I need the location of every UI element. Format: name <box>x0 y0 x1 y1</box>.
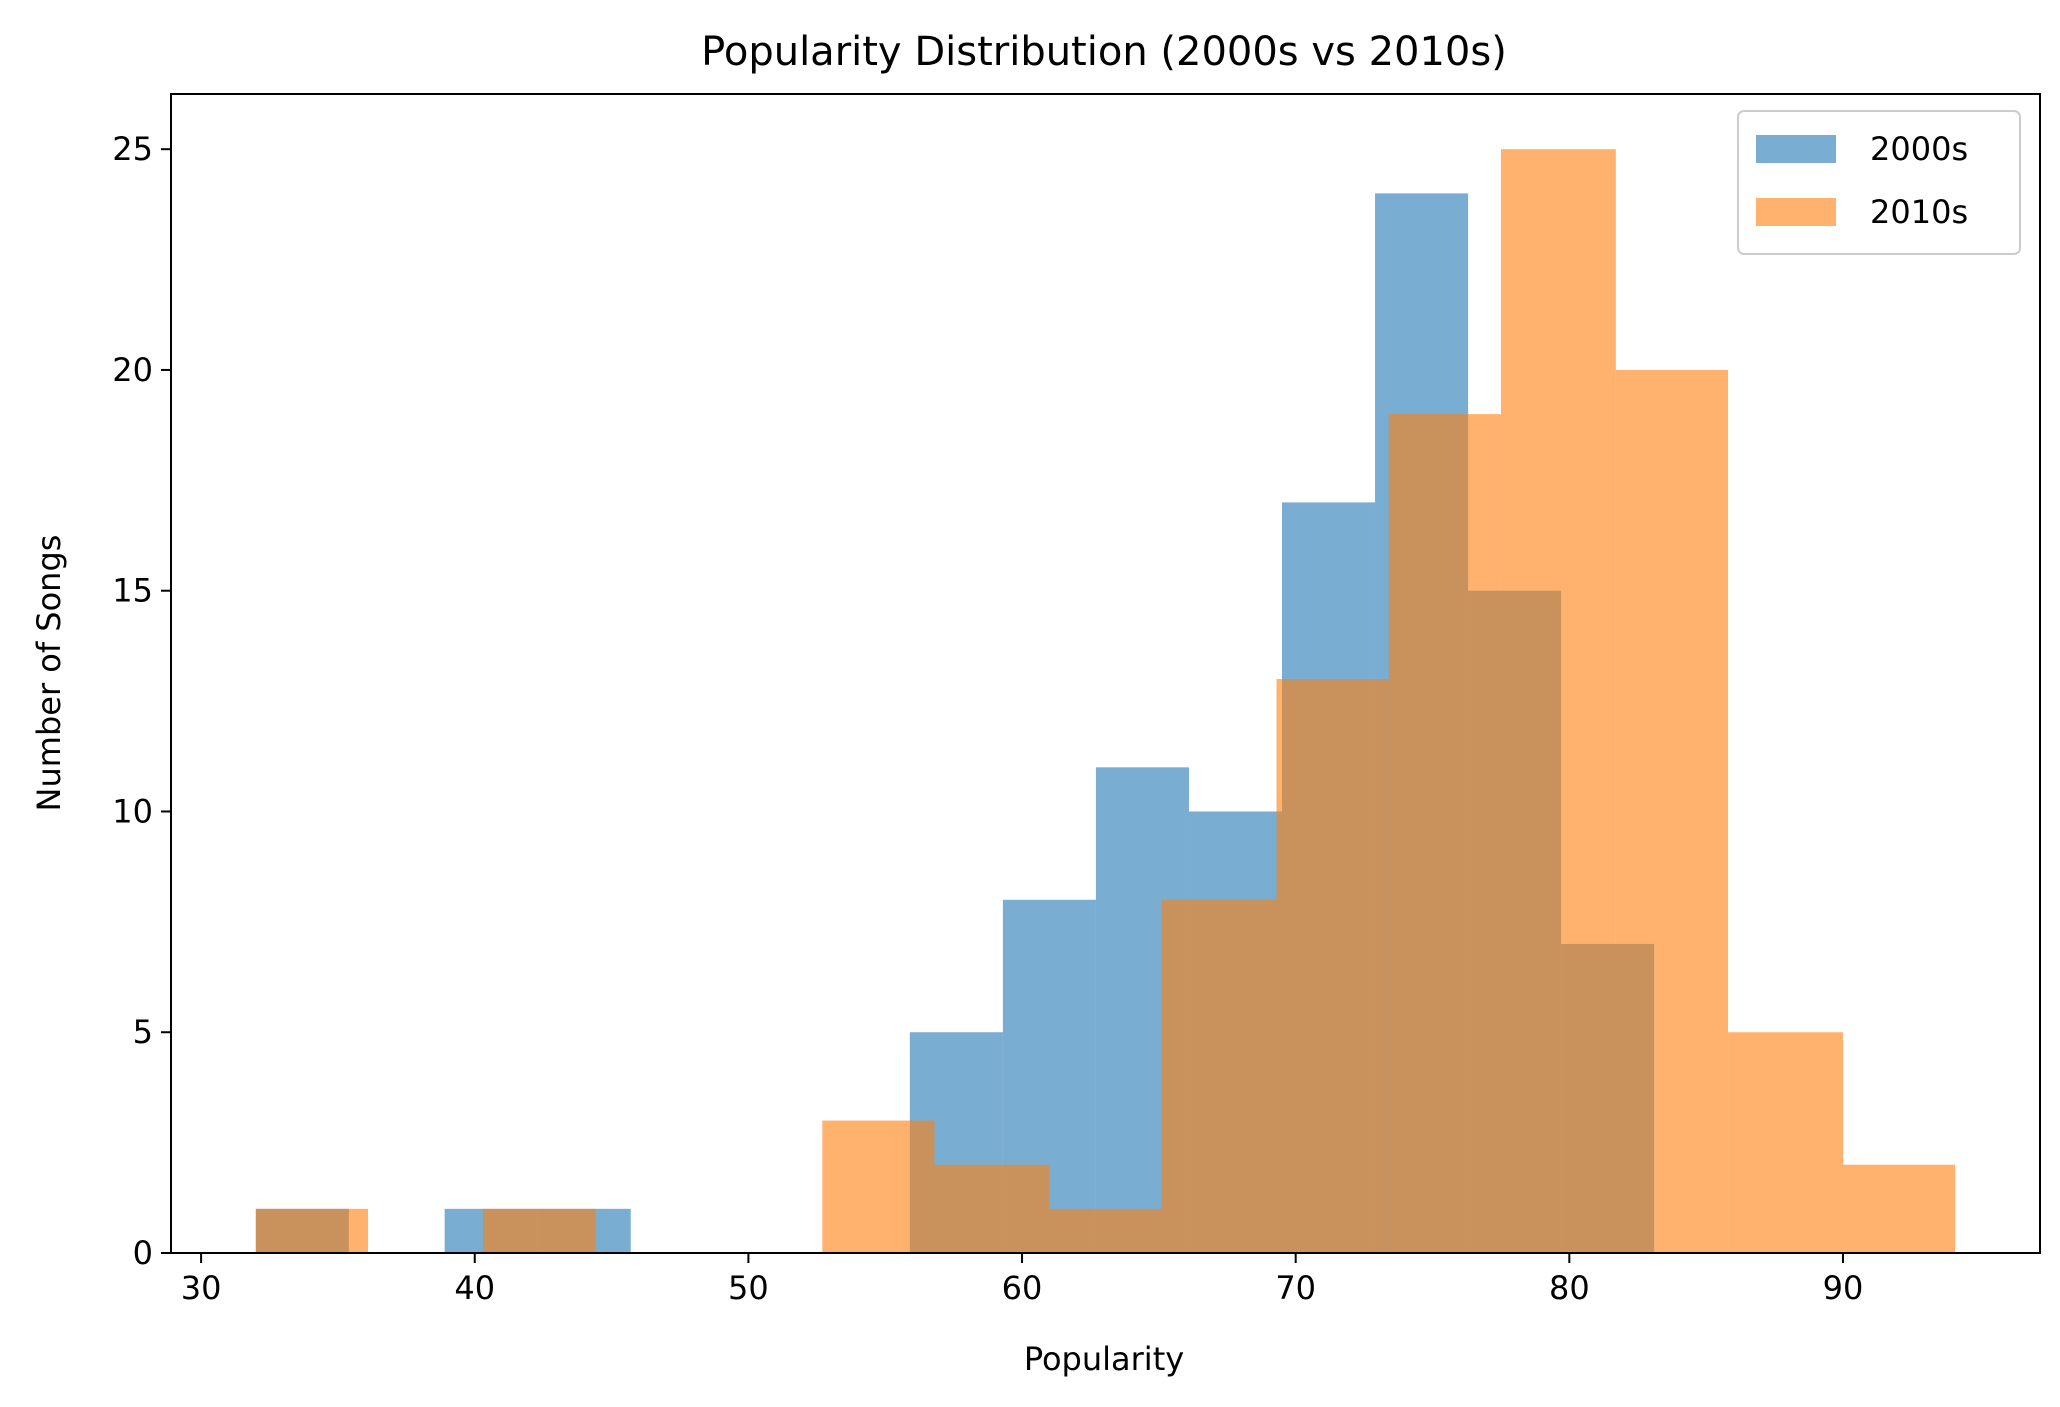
chart-title: Popularity Distribution (2000s vs 2010s) <box>701 29 1507 75</box>
x-tick-label: 70 <box>1275 1269 1316 1307</box>
x-tick-label: 50 <box>728 1269 769 1307</box>
legend: 2000s 2010s <box>1737 110 2021 255</box>
bar-2010s-bin-2 <box>482 1208 596 1253</box>
bar-2010s-bin-0 <box>255 1208 369 1253</box>
x-axis-label: Popularity <box>1024 1340 1184 1378</box>
bar-2010s-bin-13 <box>1728 1032 1843 1253</box>
y-tick-label: 0 <box>133 1234 153 1272</box>
ticks-layer: 30 40 50 60 70 80 90 0 5 10 15 20 25 <box>112 130 1863 1307</box>
y-tick-label: 15 <box>112 572 153 610</box>
x-tick-label: 60 <box>1002 1269 1043 1307</box>
bar-2010s-bin-7 <box>1049 1208 1162 1253</box>
legend-label-2000s: 2000s <box>1870 130 1968 168</box>
y-tick-label: 20 <box>112 351 153 389</box>
bar-2010s-bin-5 <box>822 1120 935 1253</box>
legend-swatch-2000s <box>1756 135 1836 163</box>
legend-label-2010s: 2010s <box>1870 193 1968 231</box>
bar-2010s-bin-6 <box>934 1164 1050 1253</box>
x-tick-label: 30 <box>181 1269 222 1307</box>
x-tick-label: 40 <box>454 1269 495 1307</box>
y-tick-label: 25 <box>112 130 153 168</box>
legend-swatch-2010s <box>1756 198 1836 226</box>
bar-2010s-bin-8 <box>1161 899 1277 1253</box>
bar-2010s-bin-10 <box>1388 414 1501 1254</box>
x-tick-label: 80 <box>1549 1269 1590 1307</box>
bar-2010s-bin-9 <box>1276 679 1389 1253</box>
y-tick-label: 10 <box>112 792 153 830</box>
bar-2010s-bin-11 <box>1500 149 1616 1254</box>
bar-2010s-bin-12 <box>1615 369 1729 1253</box>
bar-2010s-bin-14 <box>1842 1164 1956 1253</box>
y-axis-label: Number of Songs <box>30 535 68 812</box>
plot-area-frame <box>170 93 2041 1254</box>
bars-layer <box>255 149 1956 1254</box>
y-tick-label: 5 <box>133 1013 153 1051</box>
x-tick-label: 90 <box>1823 1269 1864 1307</box>
